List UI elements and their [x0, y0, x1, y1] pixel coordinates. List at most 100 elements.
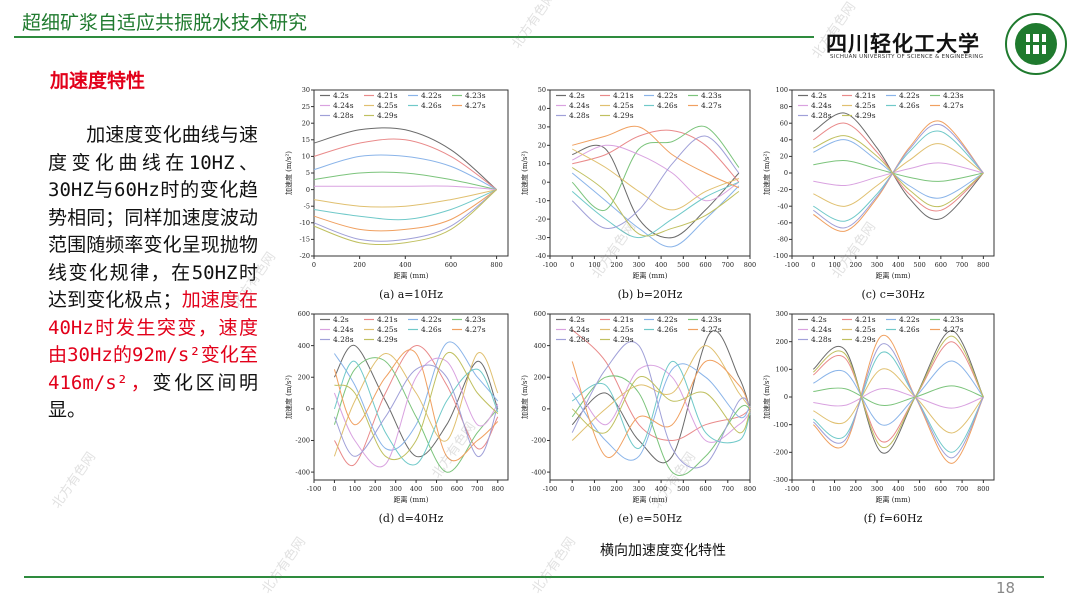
y-tick-label: -5 — [304, 202, 310, 210]
legend-entry: 4.2s — [569, 91, 585, 100]
series-line-4.28s — [313, 189, 497, 242]
y-tick-label: 400 — [298, 342, 310, 350]
x-tick-label: 400 — [892, 485, 904, 493]
legend-entry: 4.24s — [811, 101, 832, 110]
y-tick-label: -40 — [778, 202, 788, 210]
y-tick-label: 0 — [306, 405, 310, 413]
y-axis-label: 加速度 (m/s²) — [284, 151, 293, 195]
plot-frame — [549, 313, 751, 481]
legend-entry: 4.25s — [855, 101, 876, 110]
university-seal-icon — [1005, 13, 1067, 75]
series-line-4.2s — [572, 144, 740, 239]
x-tick-label: 100 — [349, 485, 361, 493]
x-tick-label: 800 — [492, 485, 504, 493]
legend-entry: 4.24s — [811, 325, 832, 334]
y-tick-label: 200 — [776, 338, 788, 346]
watermark: 北方有色网 — [259, 534, 309, 597]
legend-entry: 4.25s — [613, 325, 634, 334]
series-line-4.25s — [813, 368, 984, 434]
legend-entry: 4.23s — [701, 315, 722, 324]
x-tick-label: 300 — [633, 261, 645, 269]
legend-entry: 4.23s — [943, 315, 964, 324]
chart-title: (a) a=10Hz — [379, 288, 443, 301]
series-line-4.22s — [571, 363, 751, 461]
y-tick-label: 10 — [302, 153, 310, 161]
x-tick-label: 700 — [722, 261, 734, 269]
legend-entry: 4.24s — [333, 101, 354, 110]
x-tick-label: 500 — [430, 485, 442, 493]
y-tick-label: -200 — [295, 437, 310, 445]
series-line-4.26s — [812, 351, 984, 453]
y-tick-label: -200 — [773, 449, 788, 457]
series-line-4.2s — [812, 330, 984, 454]
series-line-4.24s — [314, 185, 497, 191]
x-tick-label: 800 — [977, 261, 989, 269]
x-tick-label: 300 — [871, 261, 883, 269]
y-tick-label: -15 — [300, 236, 310, 244]
y-tick-label: 600 — [298, 310, 310, 318]
x-tick-label: 600 — [935, 261, 947, 269]
y-tick-label: 20 — [538, 142, 546, 150]
series-line-4.24s — [571, 144, 740, 202]
series-line-4.21s — [572, 129, 740, 183]
chart-c-30hz: -100 0 100 200 300 400 500 600 700 800 -100 -80 -60-… — [760, 82, 1004, 304]
series-line-4.28s — [812, 343, 984, 459]
legend-entry: 4.26s — [421, 101, 442, 110]
series-line-4.25s — [333, 352, 499, 457]
legend-entry: 4.27s — [465, 101, 486, 110]
y-tick-label: 600 — [534, 310, 546, 318]
y-tick-label: 5 — [306, 169, 310, 177]
x-axis-label: 距离 (mm) — [394, 495, 429, 504]
series-line-4.23s — [813, 385, 984, 406]
series-line-4.29s — [813, 135, 984, 208]
x-tick-label: -100 — [543, 261, 558, 269]
legend-entry: 4.26s — [899, 101, 920, 110]
legend-entry: 4.28s — [333, 111, 354, 120]
chart-title: (d) d=40Hz — [379, 512, 444, 525]
body-text-highlight: 加速度在40Hz时发生突变，速度由30Hz的92m/s²变化至416m/s²， — [48, 289, 258, 394]
legend-entry: 4.23s — [701, 91, 722, 100]
x-tick-label: 800 — [744, 261, 756, 269]
x-tick-label: 200 — [353, 261, 365, 269]
x-tick-label: 0 — [811, 485, 815, 493]
plot-frame — [549, 89, 751, 257]
series-line-4.26s — [571, 181, 740, 239]
watermark: 北方有色网 — [529, 534, 579, 597]
legend-entry: 4.27s — [943, 101, 964, 110]
series-line-4.21s — [313, 138, 497, 191]
series-line-4.24s — [571, 364, 751, 443]
body-text-normal: 加速度变化曲线与速度变化曲线在10HZ、30HZ与60Hz时的变化趋势相同；同样… — [48, 124, 258, 311]
series-line-4.25s — [571, 148, 740, 211]
y-tick-label: -20 — [300, 252, 310, 260]
series-line-4.23s — [333, 357, 499, 473]
series-line-4.23s — [571, 125, 740, 211]
y-axis-label: 加速度 (m/s²) — [520, 375, 529, 419]
series-line-4.27s — [572, 125, 740, 189]
y-tick-label: 40 — [780, 136, 788, 144]
chart-title: (f) f=60Hz — [864, 512, 923, 525]
y-tick-label: 100 — [776, 366, 788, 374]
series-line-4.25s — [313, 189, 497, 208]
y-tick-label: 30 — [538, 123, 546, 131]
x-tick-label: 600 — [445, 261, 457, 269]
x-tick-label: -100 — [307, 485, 322, 493]
x-tick-label: 500 — [913, 485, 925, 493]
x-tick-label: -100 — [785, 261, 800, 269]
section-title: 加速度特性 — [50, 70, 146, 92]
x-tick-label: 800 — [490, 261, 502, 269]
series-line-4.27s — [813, 120, 984, 232]
legend-entry: 4.28s — [811, 335, 832, 344]
series-line-4.28s — [571, 341, 751, 469]
series-line-4.21s — [333, 345, 499, 467]
y-tick-label: 200 — [298, 373, 310, 381]
series-line-4.22s — [313, 154, 497, 191]
y-tick-label: -60 — [778, 219, 788, 227]
legend-entry: 4.27s — [465, 325, 486, 334]
legend-entry: 4.28s — [811, 111, 832, 120]
legend-entry: 4.22s — [899, 91, 920, 100]
legend-entry: 4.2s — [333, 315, 349, 324]
y-tick-label: -100 — [773, 252, 788, 260]
chart-a-10hz: 0 200 400 600 800 -20 -15 -10 -5 0 5 10 15 20 25 30 距离 (… — [282, 82, 518, 304]
legend-entry: 4.26s — [657, 325, 678, 334]
legend-entry: 4.2s — [811, 91, 827, 100]
